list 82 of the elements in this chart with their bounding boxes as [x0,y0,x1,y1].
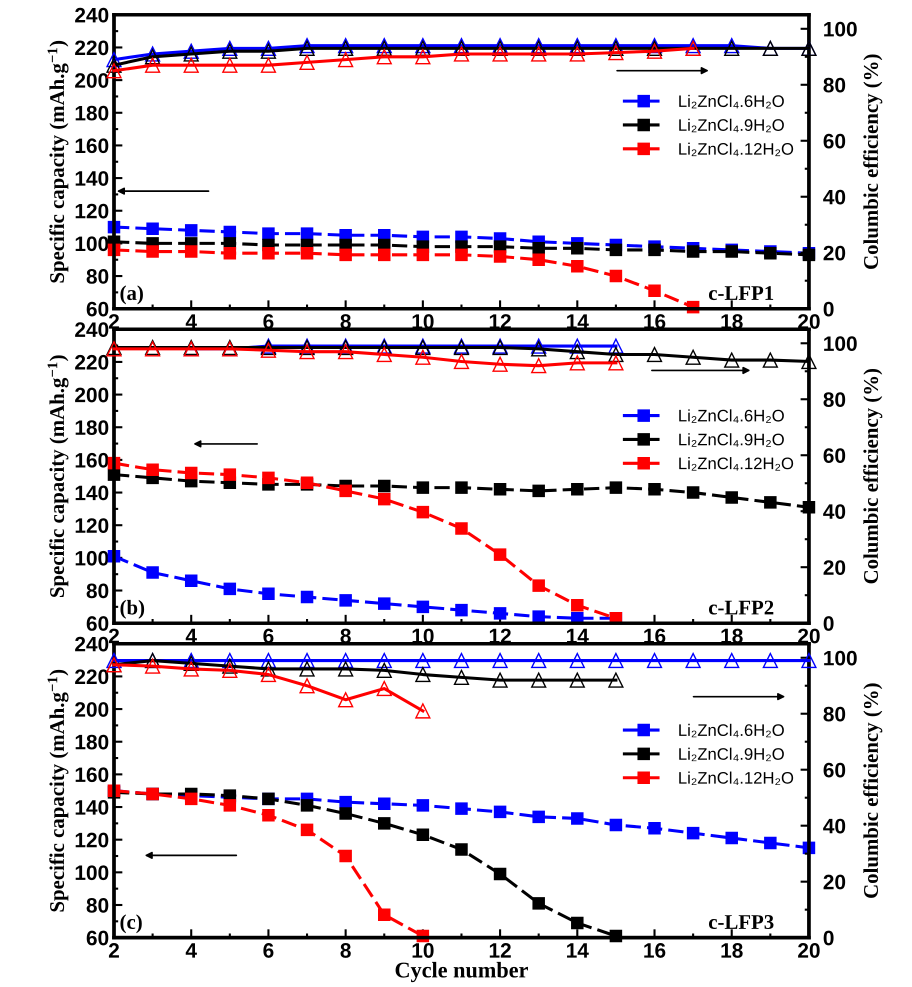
x-tick-label: 20 [798,943,820,958]
annotation: (a) [120,285,143,304]
annotation: (b) [120,600,144,619]
y2-tick-label: 100 [824,336,857,352]
y-tick-label: 160 [76,452,108,468]
x-axis-title: Cycle number [396,962,528,982]
y2-tick-label: 100 [824,22,857,37]
y2-tick-label: 40 [823,190,846,204]
y-tick-label: 80 [86,898,108,913]
y2-axis-title: Columbic efficiency (%) [863,683,882,898]
y2-axis-title: Columbic efficiency (%) [863,368,882,584]
x-tick-label: 12 [490,943,511,958]
y-tick-label: 80 [86,584,108,598]
legend-label: Li₂ZnCl₄.12H₂O [679,457,794,471]
legend-label: Li₂ZnCl₄.9H₂O [679,748,784,762]
y-tick-label: 120 [76,204,108,218]
y-tick-label: 220 [75,40,108,56]
annotation: c-LFP2 [708,600,774,615]
y-tick-label: 200 [75,73,108,88]
y2-tick-label: 60 [824,448,846,463]
legend-label: Li₂ZnCl₄.6H₂O [679,94,784,108]
legend-label: Li₂ZnCl₄.6H₂O [679,724,784,738]
y-tick-label: 60 [86,302,108,316]
y2-tick-label: 0 [824,302,834,316]
y-tick-label: 120 [76,518,108,533]
y2-tick-label: 20 [824,560,846,575]
y-axis-title: Specific capacity (mAh.g$^{−1}$) [48,670,68,912]
y-tick-label: 160 [76,767,108,782]
y-tick-label: 180 [76,420,108,435]
y2-tick-label: 0 [824,616,834,631]
x-tick-label: 4 [186,943,197,958]
y-tick-label: 220 [75,354,108,370]
y2-tick-label: 100 [824,650,857,666]
y2-tick-label: 20 [824,246,846,260]
y-tick-label: 100 [76,865,108,880]
x-tick-label: 6 [263,943,274,958]
x-tick-label: 10 [412,943,434,958]
y-tick-label: 200 [75,702,108,717]
y-tick-label: 100 [76,236,108,252]
y2-tick-label: 80 [823,392,846,408]
annotation: c-LFP3 [708,915,774,930]
y-axis-title: Specific capacity (mAh.g$^{−1}$) [48,40,68,283]
y-tick-label: 240 [75,636,108,652]
x-tick-label: 16 [644,943,666,958]
annotation: (c) [120,914,142,934]
y-tick-label: 80 [86,269,108,284]
y2-tick-label: 60 [824,134,846,149]
y2-tick-label: 80 [823,706,846,722]
x-tick-label: 14 [567,943,589,958]
x-tick-label: 4 [186,628,197,644]
x-tick-label: 2 [108,943,119,958]
legend-label: Li₂ZnCl₄.9H₂O [679,433,784,447]
y2-tick-label: 80 [823,78,846,93]
x-tick-label: 8 [340,943,351,958]
y-axis-title: Specific capacity (mAh.g$^{−1}$) [48,355,68,597]
y2-tick-label: 0 [824,930,834,946]
x-tick-label: 18 [721,943,743,958]
annotation: c-LFP1 [708,286,774,300]
y-tick-label: 240 [75,322,108,338]
y2-tick-label: 40 [823,818,846,834]
y-tick-label: 240 [75,8,108,23]
y-tick-label: 60 [86,616,108,631]
y-tick-label: 220 [75,669,108,684]
legend-label: Li₂ZnCl₄.12H₂O [679,772,794,786]
y-tick-label: 140 [76,486,108,500]
y-tick-label: 140 [76,171,108,186]
y2-tick-label: 60 [824,762,846,778]
y2-axis-title: Columbic efficiency (%) [863,54,882,269]
y-tick-label: 100 [76,550,108,566]
y-tick-label: 120 [76,832,108,848]
legend-label: Li₂ZnCl₄.9H₂O [679,118,784,132]
y2-tick-label: 20 [824,874,846,890]
y-tick-label: 60 [86,930,108,946]
legend-label: Li₂ZnCl₄.12H₂O [679,142,794,156]
y-tick-label: 180 [76,734,108,750]
y-tick-label: 160 [76,138,108,154]
y-tick-label: 200 [75,388,108,402]
y2-tick-label: 40 [823,504,846,519]
x-tick-label: 4 [186,314,197,329]
y-tick-label: 140 [76,800,108,815]
y-tick-label: 180 [76,106,108,121]
legend-label: Li₂ZnCl₄.6H₂O [679,409,784,423]
